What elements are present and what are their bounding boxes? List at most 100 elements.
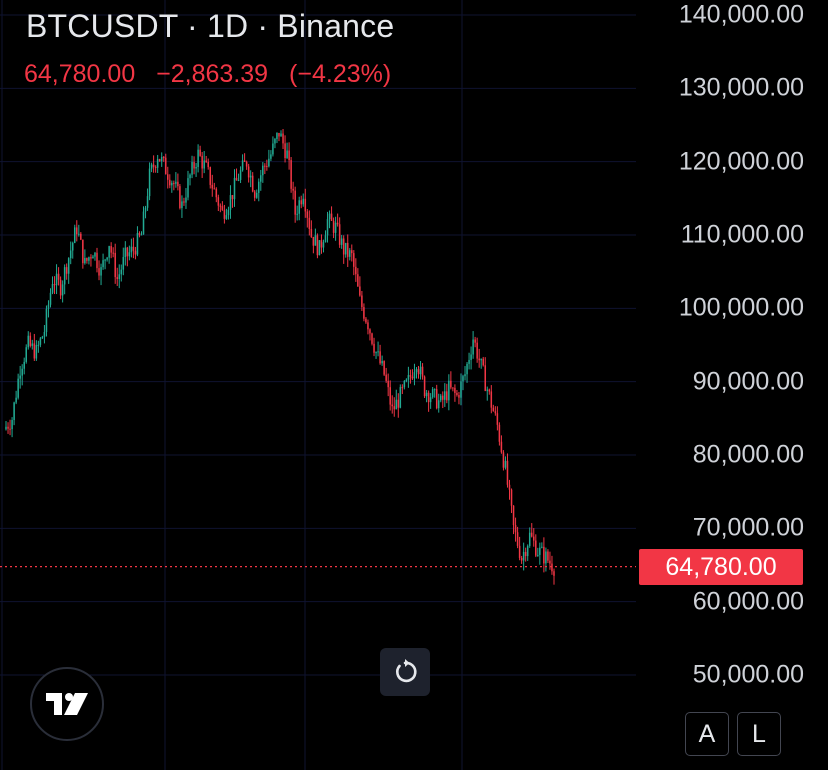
candle-body	[371, 333, 373, 344]
candle-body	[387, 380, 389, 388]
candle	[533, 528, 535, 547]
candle	[76, 220, 78, 242]
candle-body	[156, 159, 159, 168]
auto-scale-button[interactable]: A	[685, 712, 729, 756]
candle-body	[429, 397, 432, 403]
candle	[385, 367, 387, 383]
candle-body	[258, 181, 260, 193]
candle	[209, 166, 212, 189]
candle	[211, 174, 214, 197]
candle-body	[78, 233, 80, 235]
candle-body	[514, 525, 517, 533]
candle-body	[219, 205, 222, 207]
candle	[286, 142, 288, 159]
candle-body	[274, 138, 276, 144]
candle	[294, 186, 296, 223]
candle	[15, 390, 17, 405]
candle	[482, 356, 484, 367]
candle-body	[476, 342, 478, 359]
candle	[393, 397, 396, 417]
candle	[21, 364, 23, 386]
candle	[69, 241, 72, 265]
candle-body	[306, 211, 309, 218]
candle	[282, 128, 284, 150]
candle-body	[27, 335, 30, 348]
candle-body	[512, 505, 515, 526]
candle	[484, 357, 487, 392]
candle-body	[53, 284, 56, 286]
grid-lines	[0, 0, 636, 770]
candle-body	[152, 164, 155, 167]
candle-body	[551, 563, 553, 572]
tradingview-logo-icon[interactable]	[30, 667, 104, 741]
candle-body	[136, 232, 139, 255]
candle-body	[543, 546, 545, 564]
candle-body	[348, 250, 351, 257]
candle	[152, 155, 155, 173]
candle-body	[197, 149, 199, 168]
candle-body	[80, 233, 82, 240]
candle-body	[494, 411, 497, 414]
candle	[446, 383, 448, 404]
candle	[35, 340, 38, 361]
candle	[92, 254, 94, 259]
candle	[553, 568, 555, 585]
candle-body	[268, 158, 270, 167]
reset-rotate-icon	[396, 659, 417, 683]
candle	[369, 328, 371, 341]
y-tick-label: 50,000.00	[692, 660, 804, 689]
candle-body	[300, 200, 302, 205]
candle-body	[357, 274, 359, 287]
candle	[27, 331, 30, 350]
log-scale-button[interactable]: L	[737, 712, 781, 756]
candle	[251, 172, 254, 193]
candle	[175, 172, 177, 188]
candle-body	[130, 246, 133, 253]
candle	[231, 195, 234, 208]
candle	[150, 162, 153, 173]
candle	[9, 419, 11, 436]
candle-body	[328, 213, 331, 220]
candle	[146, 188, 149, 211]
candle-body	[415, 369, 418, 373]
candle-body	[138, 232, 141, 236]
candle-body	[185, 197, 187, 203]
reset-chart-button[interactable]	[380, 648, 430, 696]
candle-body	[231, 195, 234, 200]
candle	[51, 276, 54, 295]
candle	[114, 243, 116, 284]
candle	[118, 264, 121, 289]
candle-body	[520, 557, 523, 561]
candle	[466, 362, 468, 383]
candle-body	[260, 175, 262, 182]
quote-line: 64,780.00 −2,863.39 (−4.23%)	[24, 60, 405, 89]
candle-body	[340, 238, 343, 245]
candle	[245, 160, 248, 170]
candle	[280, 130, 282, 137]
candle	[191, 155, 193, 179]
candle	[355, 258, 357, 282]
candle	[160, 152, 163, 167]
candle	[96, 247, 98, 273]
candle	[13, 401, 15, 426]
candle	[239, 166, 242, 184]
candle	[490, 385, 493, 414]
candle-body	[122, 257, 125, 270]
candle-body	[282, 133, 284, 144]
candle-body	[294, 190, 296, 215]
candle-body	[262, 165, 264, 176]
candle	[31, 339, 34, 350]
candle	[476, 337, 478, 363]
candle	[156, 154, 159, 173]
candle	[142, 206, 145, 235]
candle-body	[496, 413, 499, 425]
candle-body	[225, 215, 228, 219]
candle-body	[446, 391, 448, 401]
candle	[164, 153, 167, 175]
candle-body	[444, 391, 446, 400]
candle	[57, 267, 60, 286]
y-tick-label: 80,000.00	[692, 440, 804, 469]
candle-body	[342, 238, 345, 255]
candle-body	[150, 164, 153, 169]
